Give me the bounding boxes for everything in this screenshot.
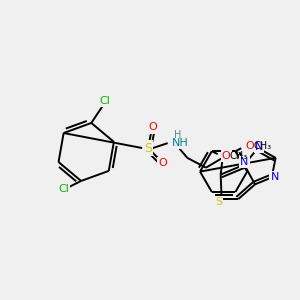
Text: N: N xyxy=(271,172,279,182)
Text: Cl: Cl xyxy=(58,184,69,194)
Text: S: S xyxy=(144,142,152,154)
Text: N: N xyxy=(240,157,248,167)
Text: O: O xyxy=(245,141,254,151)
Text: O: O xyxy=(158,158,167,168)
Text: O: O xyxy=(222,151,230,161)
Text: CH₃: CH₃ xyxy=(253,141,271,151)
Text: O: O xyxy=(148,122,157,132)
Text: H: H xyxy=(174,130,181,140)
Text: CH₃: CH₃ xyxy=(230,151,247,161)
Text: Cl: Cl xyxy=(100,96,110,106)
Text: N: N xyxy=(255,142,263,152)
Text: NH: NH xyxy=(172,138,188,148)
Text: S: S xyxy=(215,197,222,207)
